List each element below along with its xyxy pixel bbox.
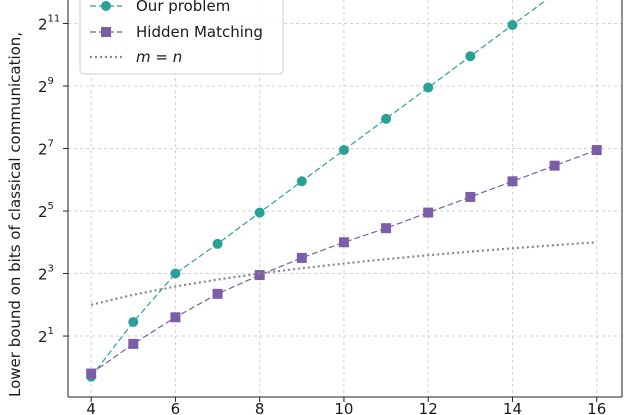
y-tick-label: 25 bbox=[38, 201, 54, 221]
x-tick-label: 6 bbox=[171, 400, 181, 415]
y-tick-label: 23 bbox=[38, 264, 54, 284]
series-point-0 bbox=[296, 176, 307, 187]
y-tick-label: 211 bbox=[38, 13, 60, 33]
y-tick-label: 29 bbox=[38, 76, 54, 96]
y-tick-label: 27 bbox=[38, 138, 54, 158]
series-point-1 bbox=[296, 252, 307, 263]
series-point-0 bbox=[254, 207, 265, 218]
y-axis-label: Lower bound on bits of classical communi… bbox=[6, 32, 24, 397]
series-point-1 bbox=[128, 338, 139, 349]
series-point-1 bbox=[591, 145, 602, 156]
legend-marker-1 bbox=[101, 27, 111, 37]
x-tick-label: 16 bbox=[587, 400, 606, 415]
legend: Our problem Hidden Matching m = n bbox=[79, 0, 284, 75]
series-line-1 bbox=[90, 149, 597, 375]
series-point-0 bbox=[128, 316, 139, 327]
x-tick-label: 8 bbox=[255, 400, 265, 415]
series-point-1 bbox=[507, 176, 518, 187]
legend-label-0: Our problem bbox=[136, 0, 230, 15]
series-point-1 bbox=[423, 207, 434, 218]
legend-box bbox=[79, 0, 284, 75]
series-point-1 bbox=[86, 368, 97, 379]
legend-label-2: m = n bbox=[136, 48, 182, 66]
series-point-1 bbox=[338, 237, 349, 248]
series-point-1 bbox=[254, 270, 265, 281]
series-point-0 bbox=[423, 82, 434, 93]
series-line-2 bbox=[90, 241, 597, 306]
x-tick-label: 14 bbox=[503, 400, 522, 415]
series-point-1 bbox=[465, 191, 476, 202]
series-point-0 bbox=[381, 113, 392, 124]
series-point-1 bbox=[381, 223, 392, 234]
series-point-0 bbox=[507, 20, 518, 31]
series-point-0 bbox=[212, 238, 223, 249]
series-point-0 bbox=[465, 51, 476, 62]
axes bbox=[63, 0, 623, 402]
series-point-0 bbox=[338, 145, 349, 156]
legend-marker-0 bbox=[101, 1, 111, 11]
x-tick-label: 12 bbox=[419, 400, 438, 415]
x-tick-label: 10 bbox=[334, 400, 353, 415]
series-point-1 bbox=[170, 312, 181, 323]
y-tick-label: 21 bbox=[38, 326, 54, 346]
series-point-1 bbox=[212, 288, 223, 299]
series-layer bbox=[86, 0, 602, 382]
x-tick-label: 4 bbox=[86, 400, 96, 415]
series-point-1 bbox=[549, 160, 560, 171]
legend-label-1: Hidden Matching bbox=[136, 23, 263, 41]
series-point-0 bbox=[170, 268, 181, 279]
tick-labels: 4 6 8 10 12 14 16 21 23 25 27 29 211 bbox=[38, 13, 606, 415]
